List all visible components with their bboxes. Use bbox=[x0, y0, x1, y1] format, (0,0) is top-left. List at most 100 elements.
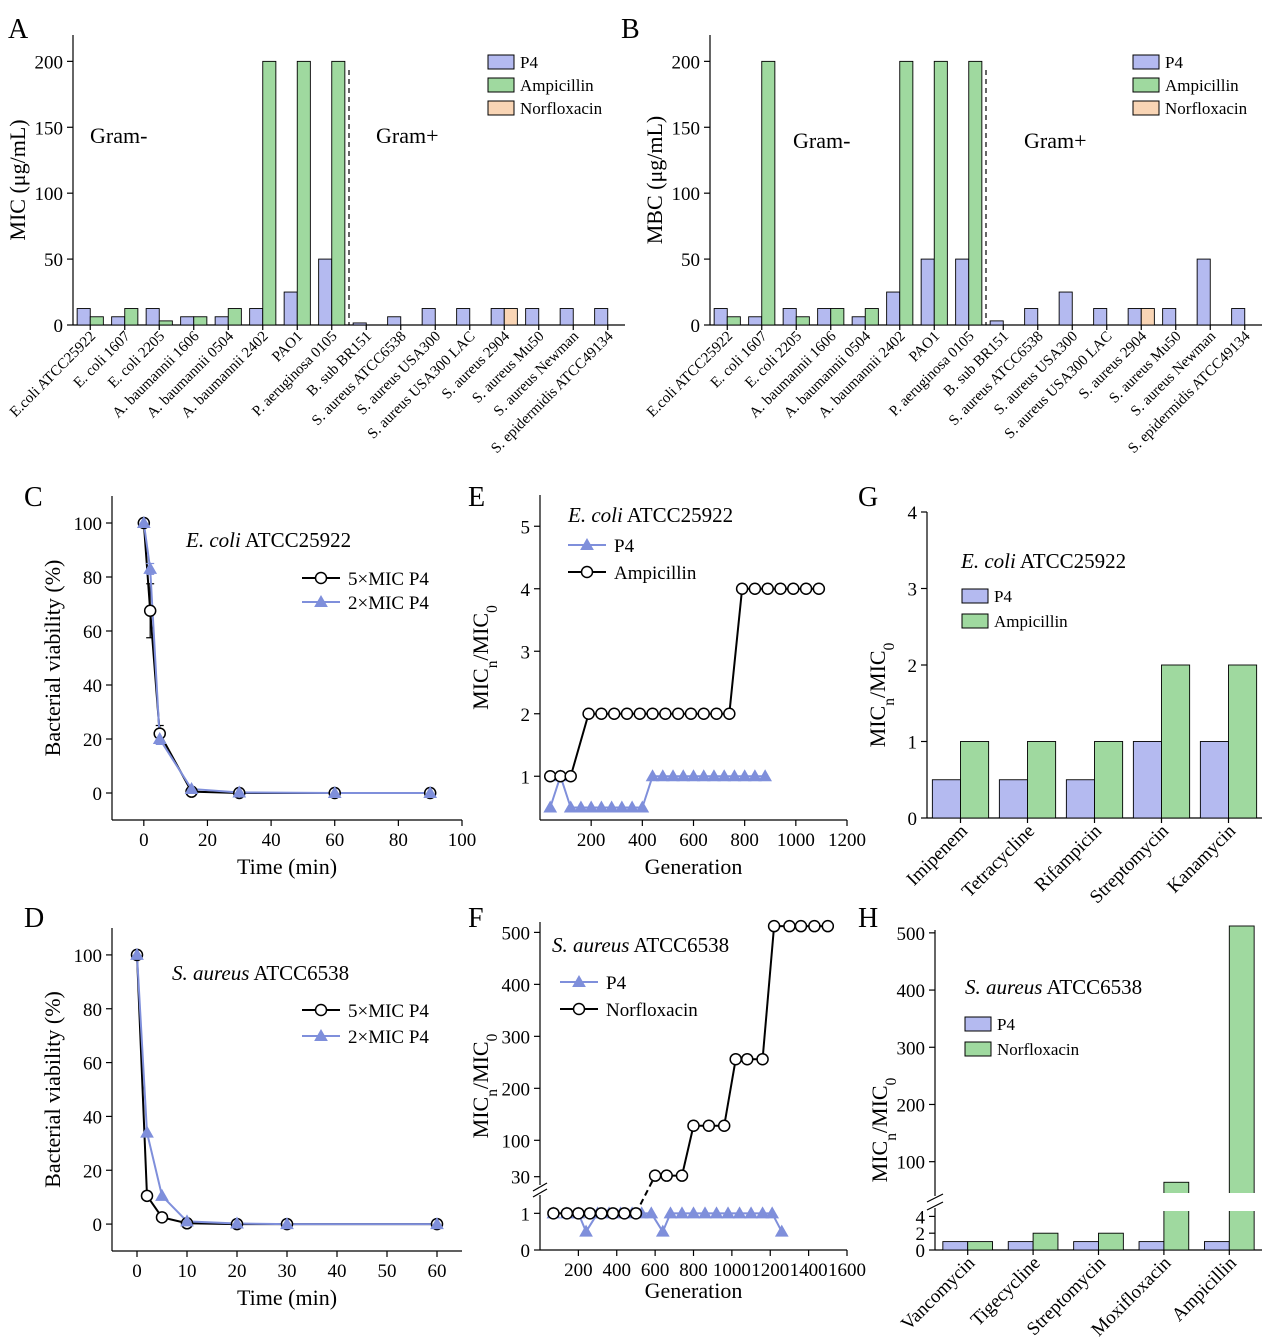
strain-annotation-rest: ATCC25922 bbox=[1016, 549, 1126, 573]
bar bbox=[1199, 741, 1229, 819]
y-tick-label: 60 bbox=[83, 1054, 102, 1075]
data-point bbox=[625, 800, 639, 813]
data-point bbox=[761, 582, 774, 595]
data-point bbox=[629, 1207, 643, 1220]
x-tick-label: 1600 bbox=[828, 1260, 866, 1281]
data-point bbox=[732, 1206, 747, 1219]
legend-label: Ampicillin bbox=[994, 612, 1068, 631]
gram-positive-label: Gram+ bbox=[1024, 128, 1087, 153]
series-segment bbox=[761, 926, 776, 1060]
data-point bbox=[584, 800, 599, 813]
strain-annotation: S. aureus ATCC6538 bbox=[172, 961, 349, 985]
data-point bbox=[794, 919, 808, 933]
y-tick-label: 100 bbox=[74, 514, 103, 535]
y-tick-label: 1 bbox=[908, 733, 918, 754]
panel-D: 0 20 40 60 80 100 0 10 20 30 40 50 60 Time (min) Bacte… bbox=[24, 903, 462, 1310]
y-tick-label: 0 bbox=[908, 809, 918, 830]
y-axis-label: Bacterial viability (%) bbox=[40, 560, 65, 757]
x-tick-label: 400 bbox=[628, 830, 657, 851]
series-line bbox=[142, 522, 431, 794]
strain-annotation-italic: E. coli bbox=[960, 549, 1016, 573]
bar bbox=[89, 316, 104, 326]
data-point bbox=[821, 919, 835, 933]
x-tick-label: 40 bbox=[262, 830, 281, 851]
bar bbox=[262, 60, 277, 326]
series-line bbox=[136, 954, 437, 1226]
y-axis-label: MBC (μg/mL) bbox=[642, 116, 667, 245]
bar bbox=[960, 741, 990, 819]
data-point bbox=[152, 731, 167, 744]
bar bbox=[1161, 664, 1191, 819]
y-tick-label: 200 bbox=[897, 1095, 926, 1116]
gram-negative-label: Gram- bbox=[793, 128, 850, 153]
data-point bbox=[727, 769, 742, 782]
bar bbox=[594, 308, 609, 326]
y-tick-label: 200 bbox=[672, 52, 701, 73]
data-point bbox=[620, 707, 634, 720]
bar bbox=[830, 308, 845, 326]
axis-break bbox=[532, 1188, 548, 1198]
data-point bbox=[564, 770, 577, 783]
x-category-label: Kanamycin bbox=[1163, 820, 1240, 897]
bar bbox=[559, 308, 574, 326]
bar bbox=[817, 308, 832, 326]
y-axis-label: MICn/MIC0 bbox=[865, 642, 898, 747]
series-line bbox=[550, 587, 819, 778]
data-point bbox=[686, 1206, 701, 1219]
y-tick-label: 4 bbox=[916, 1207, 926, 1228]
bar bbox=[967, 1241, 994, 1251]
data-point bbox=[130, 947, 144, 960]
x-tick-label: 20 bbox=[198, 830, 217, 851]
data-point bbox=[607, 707, 621, 720]
bar bbox=[158, 320, 173, 326]
x-tick-label: 1000 bbox=[713, 1260, 751, 1281]
bar bbox=[998, 779, 1028, 819]
y-axis-label-text: MBC (μg/mL) bbox=[642, 116, 667, 245]
data-point bbox=[327, 785, 342, 798]
y-tick-label: 0 bbox=[93, 1215, 103, 1236]
bar bbox=[76, 308, 91, 326]
strain-annotation-italic: E. coli bbox=[567, 503, 623, 527]
strain-annotation: E. coli ATCC25922 bbox=[960, 549, 1126, 573]
gram-positive-label: Gram+ bbox=[376, 123, 439, 148]
bar bbox=[387, 316, 402, 326]
data-point bbox=[717, 769, 732, 782]
y-tick-label: 300 bbox=[502, 1027, 531, 1048]
data-point bbox=[560, 1207, 574, 1220]
legend-swatch bbox=[964, 1041, 992, 1057]
data-point bbox=[671, 707, 685, 720]
data-point bbox=[572, 1207, 585, 1220]
y-tick-label: 80 bbox=[83, 568, 102, 589]
bar bbox=[933, 60, 948, 326]
bar bbox=[331, 60, 346, 326]
strain-annotation-italic: S. aureus bbox=[172, 961, 249, 985]
y-label-sub: 0 bbox=[881, 642, 898, 650]
strain-annotation-italic: S. aureus bbox=[552, 933, 629, 957]
data-point bbox=[595, 707, 608, 720]
data-point bbox=[595, 1207, 608, 1220]
bar bbox=[726, 316, 741, 326]
y-label-main: MIC bbox=[468, 668, 493, 710]
legend-swatch bbox=[1132, 100, 1160, 116]
data-point bbox=[155, 1211, 169, 1224]
legend-label: Ampicillin bbox=[614, 563, 697, 584]
bar bbox=[1073, 1241, 1099, 1251]
bar bbox=[942, 1241, 969, 1251]
y-axis-label-text: MIC (μg/mL) bbox=[5, 119, 30, 240]
data-point bbox=[702, 1119, 716, 1132]
x-tick-label: 800 bbox=[730, 830, 759, 851]
legend-marker bbox=[580, 537, 594, 550]
data-point bbox=[684, 707, 698, 720]
bar bbox=[456, 308, 471, 326]
x-category-label: Imipenem bbox=[903, 821, 972, 890]
data-point bbox=[808, 919, 821, 933]
strain-annotation: S. aureus ATCC6538 bbox=[965, 975, 1142, 999]
y-axis-label-text: Bacterial viability (%) bbox=[40, 991, 65, 1188]
x-tick-label: 1000 bbox=[777, 830, 815, 851]
bar bbox=[352, 322, 367, 326]
y-tick-label: 40 bbox=[83, 676, 102, 697]
bar bbox=[968, 60, 983, 326]
data-point bbox=[655, 769, 670, 782]
data-point bbox=[232, 785, 247, 798]
